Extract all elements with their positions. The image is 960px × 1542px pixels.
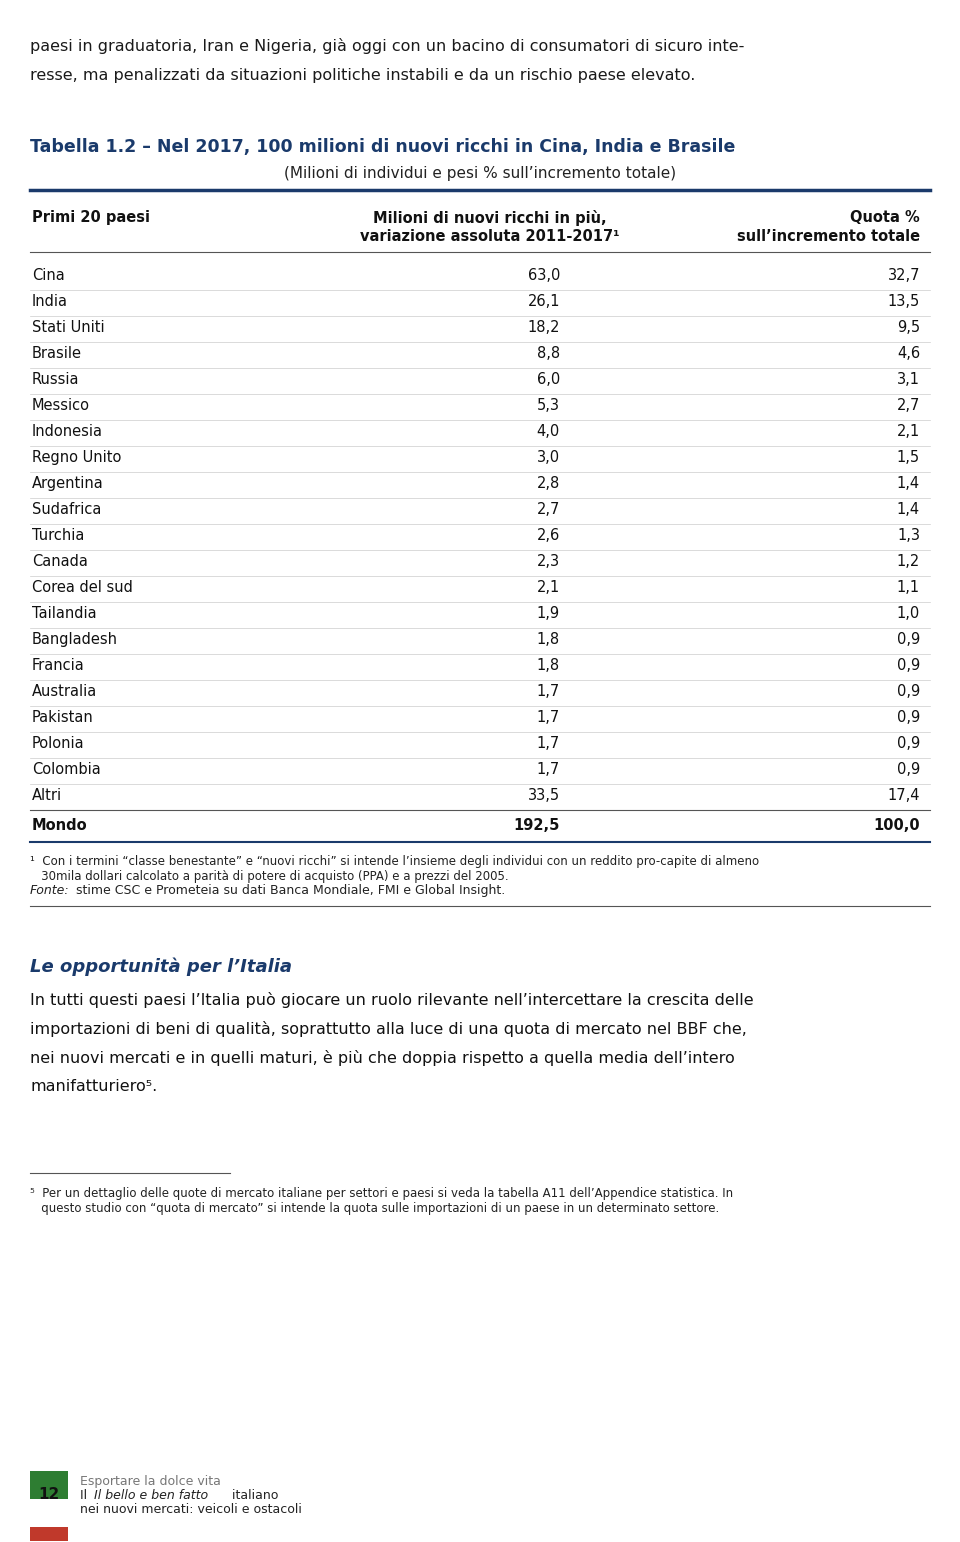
Text: 30mila dollari calcolato a parità di potere di acquisto (PPA) e a prezzi del 200: 30mila dollari calcolato a parità di pot… <box>30 870 509 884</box>
Text: Primi 20 paesi: Primi 20 paesi <box>32 210 150 225</box>
Text: 13,5: 13,5 <box>888 295 920 308</box>
Text: manifatturiero⁵.: manifatturiero⁵. <box>30 1079 157 1093</box>
Text: 0,9: 0,9 <box>897 685 920 699</box>
Text: 0,9: 0,9 <box>897 658 920 672</box>
Text: 63,0: 63,0 <box>528 268 560 284</box>
Text: Francia: Francia <box>32 658 84 672</box>
Text: (Milioni di individui e pesi % sull’incremento totale): (Milioni di individui e pesi % sull’incr… <box>284 167 676 180</box>
Text: resse, ma penalizzati da situazioni politiche instabili e da un rischio paese el: resse, ma penalizzati da situazioni poli… <box>30 68 695 83</box>
Text: 1,1: 1,1 <box>897 580 920 595</box>
Text: Brasile: Brasile <box>32 345 82 361</box>
Text: paesi in graduatoria, Iran e Nigeria, già oggi con un bacino di consumatori di s: paesi in graduatoria, Iran e Nigeria, gi… <box>30 39 744 54</box>
Text: 1,7: 1,7 <box>537 685 560 699</box>
Text: Esportare la dolce vita: Esportare la dolce vita <box>80 1476 221 1488</box>
Text: 8,8: 8,8 <box>537 345 560 361</box>
Text: 9,5: 9,5 <box>897 321 920 335</box>
Text: Le opportunità per l’Italia: Le opportunità per l’Italia <box>30 958 292 976</box>
Text: italiano: italiano <box>228 1490 278 1502</box>
Text: stime CSC e Prometeia su dati Banca Mondiale, FMI e Global Insight.: stime CSC e Prometeia su dati Banca Mond… <box>72 884 505 897</box>
Text: 2,3: 2,3 <box>537 554 560 569</box>
Text: Canada: Canada <box>32 554 88 569</box>
Text: India: India <box>32 295 68 308</box>
Text: Il: Il <box>80 1490 91 1502</box>
Text: 4,0: 4,0 <box>537 424 560 439</box>
Text: 0,9: 0,9 <box>897 709 920 725</box>
Text: 17,4: 17,4 <box>887 788 920 803</box>
Text: Bangladesh: Bangladesh <box>32 632 118 648</box>
Text: Milioni di nuovi ricchi in più,: Milioni di nuovi ricchi in più, <box>373 210 607 227</box>
Text: Pakistan: Pakistan <box>32 709 94 725</box>
Text: Messico: Messico <box>32 398 90 413</box>
Text: 1,3: 1,3 <box>897 527 920 543</box>
Text: 0,9: 0,9 <box>897 736 920 751</box>
Text: 0,9: 0,9 <box>897 762 920 777</box>
Text: 32,7: 32,7 <box>887 268 920 284</box>
Text: 1,4: 1,4 <box>897 476 920 490</box>
Text: 2,8: 2,8 <box>537 476 560 490</box>
Text: 1,7: 1,7 <box>537 736 560 751</box>
Text: 12: 12 <box>38 1486 60 1502</box>
Text: 1,8: 1,8 <box>537 658 560 672</box>
Text: ¹  Con i termini “classe benestante” e “nuovi ricchi” si intende l’insieme degli: ¹ Con i termini “classe benestante” e “n… <box>30 854 759 868</box>
Text: Tailandia: Tailandia <box>32 606 97 621</box>
Text: Tabella 1.2 – Nel 2017, 100 milioni di nuovi ricchi in Cina, India e Brasile: Tabella 1.2 – Nel 2017, 100 milioni di n… <box>30 137 735 156</box>
Text: Regno Unito: Regno Unito <box>32 450 121 466</box>
Text: variazione assoluta 2011-2017¹: variazione assoluta 2011-2017¹ <box>360 230 620 244</box>
Text: 2,1: 2,1 <box>537 580 560 595</box>
Text: Altri: Altri <box>32 788 62 803</box>
Text: 1,4: 1,4 <box>897 503 920 517</box>
Text: 18,2: 18,2 <box>527 321 560 335</box>
Text: 3,0: 3,0 <box>537 450 560 466</box>
Bar <box>30 1471 68 1499</box>
Text: Russia: Russia <box>32 372 80 387</box>
Text: Turchia: Turchia <box>32 527 84 543</box>
Text: 33,5: 33,5 <box>528 788 560 803</box>
Text: Colombia: Colombia <box>32 762 101 777</box>
Text: 1,2: 1,2 <box>897 554 920 569</box>
Text: Indonesia: Indonesia <box>32 424 103 439</box>
Text: Stati Uniti: Stati Uniti <box>32 321 105 335</box>
Text: Argentina: Argentina <box>32 476 104 490</box>
Text: 0,9: 0,9 <box>897 632 920 648</box>
Text: Australia: Australia <box>32 685 97 699</box>
Text: 1,7: 1,7 <box>537 709 560 725</box>
Text: Corea del sud: Corea del sud <box>32 580 132 595</box>
Text: Sudafrica: Sudafrica <box>32 503 102 517</box>
Text: 1,8: 1,8 <box>537 632 560 648</box>
Text: 100,0: 100,0 <box>874 817 920 833</box>
Text: Cina: Cina <box>32 268 64 284</box>
Text: 2,7: 2,7 <box>897 398 920 413</box>
Bar <box>30 1527 68 1540</box>
Text: nei nuovi mercati: veicoli e ostacoli: nei nuovi mercati: veicoli e ostacoli <box>80 1503 301 1516</box>
Text: 2,1: 2,1 <box>897 424 920 439</box>
Text: nei nuovi mercati e in quelli maturi, è più che doppia rispetto a quella media d: nei nuovi mercati e in quelli maturi, è … <box>30 1050 734 1066</box>
Text: importazioni di beni di qualità, soprattutto alla luce di una quota di mercato n: importazioni di beni di qualità, sopratt… <box>30 1021 747 1038</box>
Text: 1,7: 1,7 <box>537 762 560 777</box>
Text: 1,5: 1,5 <box>897 450 920 466</box>
Text: Fonte:: Fonte: <box>30 884 70 897</box>
Text: 2,7: 2,7 <box>537 503 560 517</box>
Text: 1,0: 1,0 <box>897 606 920 621</box>
Text: 3,1: 3,1 <box>897 372 920 387</box>
Text: 1,9: 1,9 <box>537 606 560 621</box>
Text: Quota %: Quota % <box>851 210 920 225</box>
Text: Il bello e ben fatto: Il bello e ben fatto <box>94 1490 208 1502</box>
Text: sull’incremento totale: sull’incremento totale <box>737 230 920 244</box>
Text: 4,6: 4,6 <box>897 345 920 361</box>
Text: ⁵  Per un dettaglio delle quote di mercato italiane per settori e paesi si veda : ⁵ Per un dettaglio delle quote di mercat… <box>30 1187 733 1200</box>
Text: 5,3: 5,3 <box>537 398 560 413</box>
Text: 2,6: 2,6 <box>537 527 560 543</box>
Text: In tutti questi paesi l’Italia può giocare un ruolo rilevante nell’intercettare : In tutti questi paesi l’Italia può gioca… <box>30 992 754 1008</box>
Text: 6,0: 6,0 <box>537 372 560 387</box>
Text: questo studio con “quota di mercato” si intende la quota sulle importazioni di u: questo studio con “quota di mercato” si … <box>30 1203 719 1215</box>
Text: Mondo: Mondo <box>32 817 87 833</box>
Text: Polonia: Polonia <box>32 736 84 751</box>
Text: 26,1: 26,1 <box>527 295 560 308</box>
Text: 192,5: 192,5 <box>514 817 560 833</box>
